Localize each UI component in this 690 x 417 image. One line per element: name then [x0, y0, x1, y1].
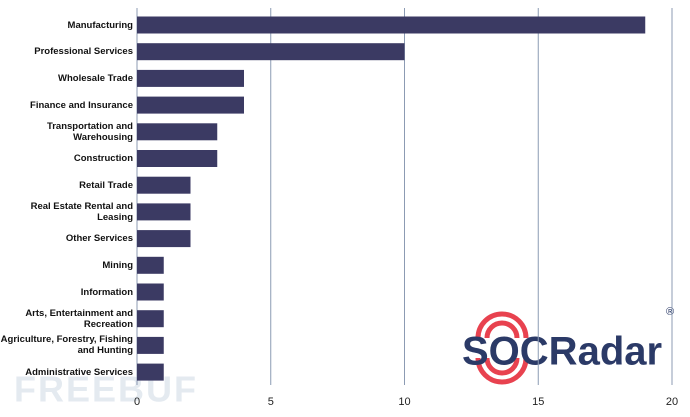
bar [137, 203, 191, 221]
logo-icon [475, 311, 529, 385]
x-tick-label: 15 [532, 396, 544, 408]
y-tick-label: Other Services [65, 233, 133, 245]
y-tick-label: Information [80, 286, 133, 298]
logo-text: SOCRadar [462, 330, 662, 374]
bar [137, 16, 646, 34]
bar [137, 230, 191, 248]
bar [137, 336, 164, 354]
logo-mark: ® [666, 306, 674, 318]
y-tick-label: Administrative Services [25, 366, 133, 378]
x-tick-label: 10 [398, 396, 410, 408]
bar [137, 176, 191, 194]
x-tick-label: 5 [268, 396, 274, 408]
bar [137, 150, 218, 167]
x-tick-label: 20 [666, 396, 678, 408]
y-tick-label: Wholesale Trade [58, 72, 133, 84]
watermark: FREEBUF [14, 369, 198, 410]
y-tick-label: Transportation and Warehousing [46, 120, 133, 143]
y-tick-label: Finance and Insurance [30, 99, 133, 111]
y-tick-label: Arts, Entertainment and Recreation [25, 307, 133, 330]
y-tick-label: Retail Trade [79, 179, 133, 191]
x-tick-label: 0 [134, 396, 140, 408]
bar [137, 43, 405, 61]
bar [137, 283, 164, 301]
bar [137, 363, 164, 381]
y-tick-label: Agriculture, Forestry, Fishing and Hunti… [0, 334, 133, 357]
y-tick-label: Real Estate Rental and Leasing [30, 200, 133, 223]
y-tick-label: Mining [102, 259, 133, 271]
y-tick-label: Construction [73, 153, 133, 164]
y-tick-label: Manufacturing [67, 19, 133, 31]
bar [137, 256, 164, 274]
bar [137, 123, 218, 141]
y-tick-label: Professional Services [34, 46, 133, 58]
bar [137, 310, 164, 328]
bar [137, 69, 244, 87]
bar [137, 96, 244, 114]
